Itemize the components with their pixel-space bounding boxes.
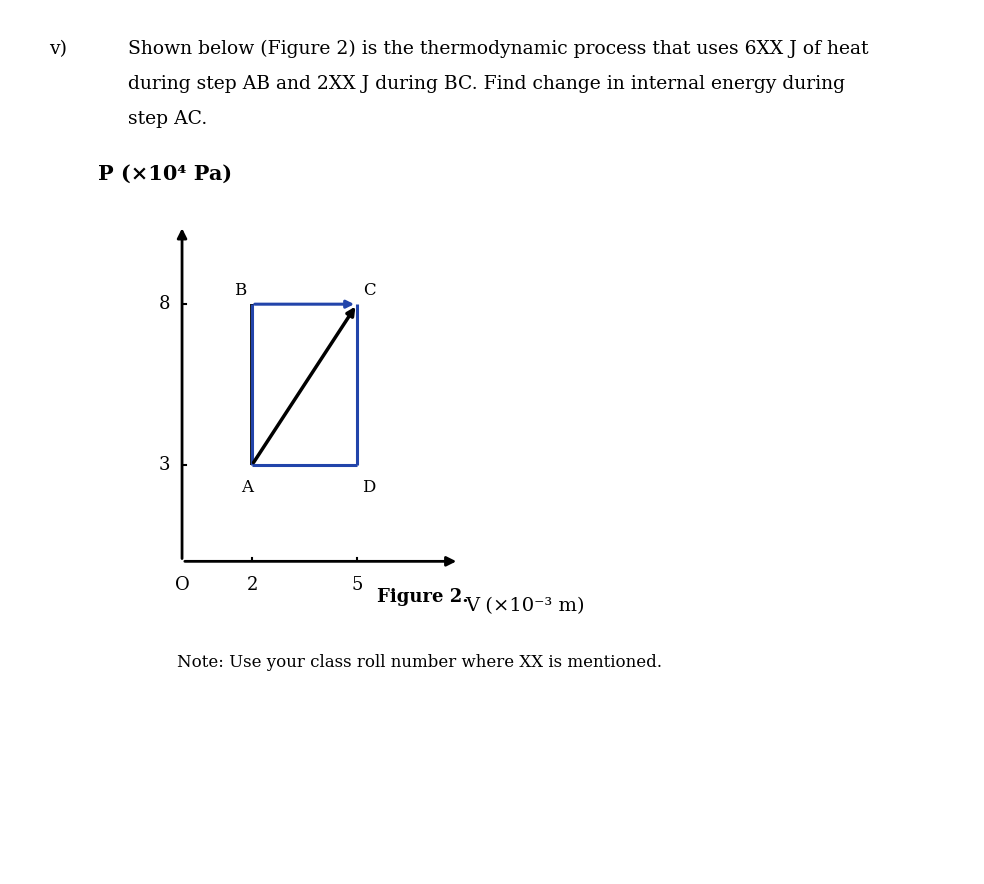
Text: 3: 3 <box>158 456 170 474</box>
Text: C: C <box>363 282 376 300</box>
Text: v): v) <box>49 40 67 57</box>
Text: during step AB and 2XX J during BC. Find change in internal energy during: during step AB and 2XX J during BC. Find… <box>128 75 845 93</box>
Text: P (×10⁴ Pa): P (×10⁴ Pa) <box>98 164 232 184</box>
Text: 2: 2 <box>246 575 258 594</box>
Text: O: O <box>175 575 189 594</box>
Text: Shown below (Figure 2) is the thermodynamic process that uses 6XX J of heat: Shown below (Figure 2) is the thermodyna… <box>128 40 869 58</box>
Text: Note: Use your class roll number where XX is mentioned.: Note: Use your class roll number where X… <box>177 654 662 671</box>
Text: D: D <box>362 479 376 497</box>
Text: A: A <box>241 479 253 497</box>
Text: 8: 8 <box>158 295 170 313</box>
Text: V (×10⁻³ m): V (×10⁻³ m) <box>465 597 584 614</box>
Text: B: B <box>233 282 246 300</box>
Text: step AC.: step AC. <box>128 110 208 128</box>
Text: Figure 2.: Figure 2. <box>377 588 469 606</box>
Text: 5: 5 <box>351 575 363 594</box>
